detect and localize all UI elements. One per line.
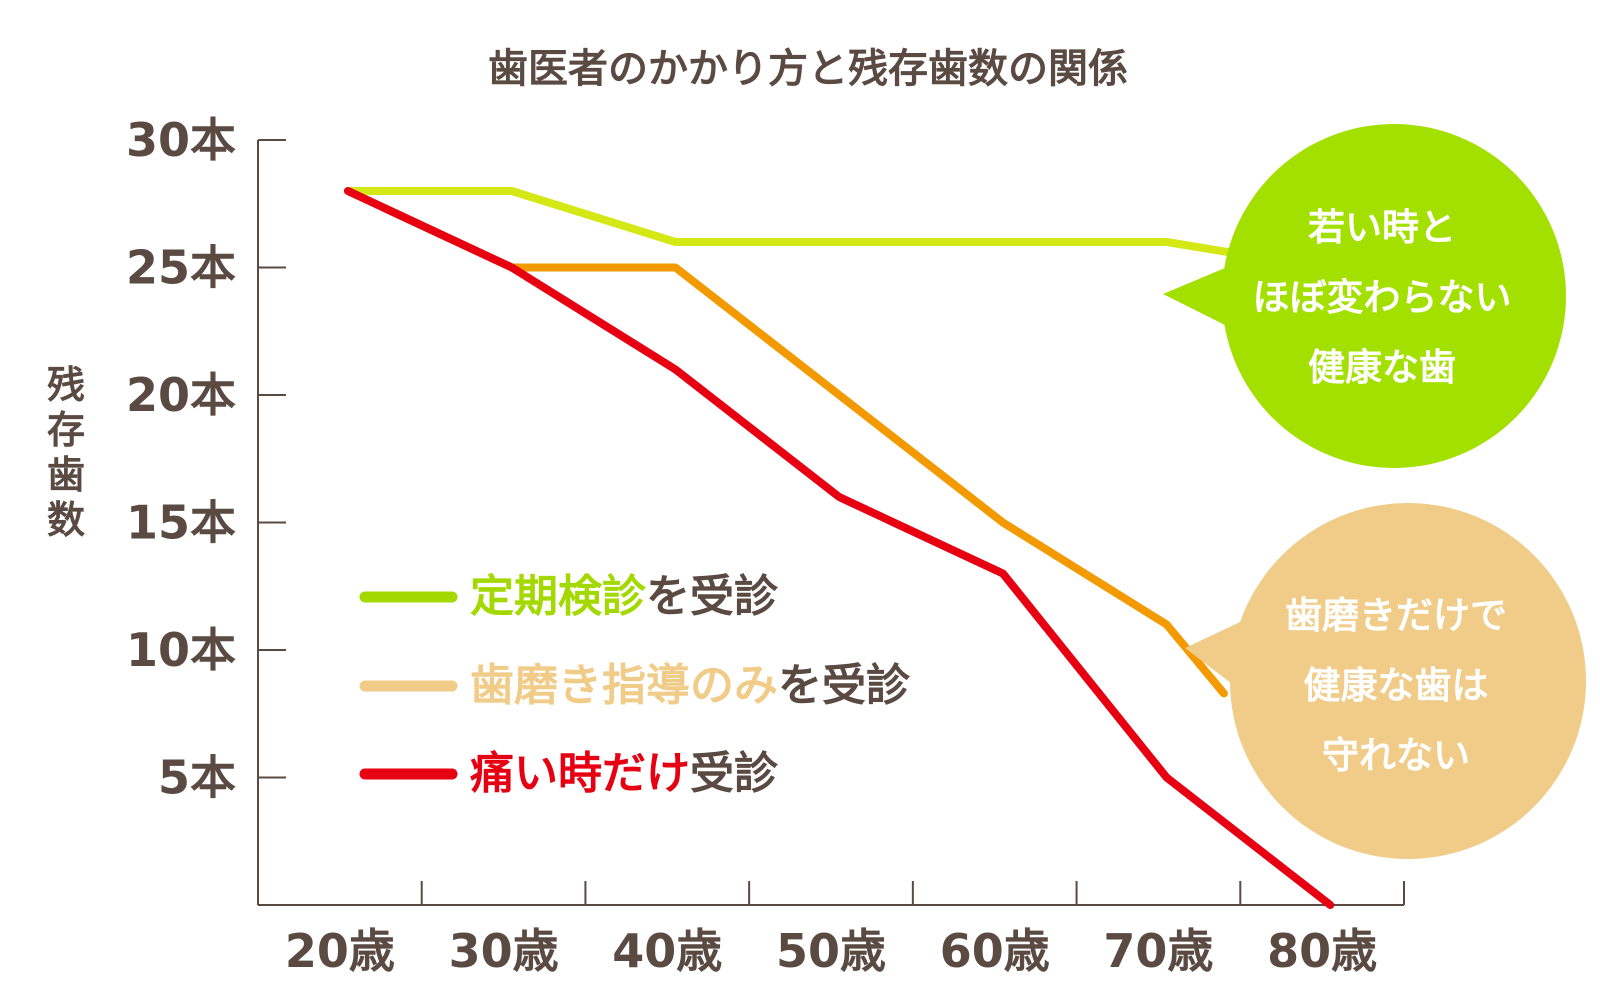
callout-bubble xyxy=(1222,124,1566,468)
callout-bubble xyxy=(1230,503,1586,859)
callout-bubble-tail xyxy=(1163,268,1235,330)
y-tick-label: 15本 xyxy=(126,496,236,550)
callout-text: 若い時と xyxy=(1308,206,1456,249)
callout-text: 健康な歯は xyxy=(1304,664,1489,707)
y-tick-label: 20本 xyxy=(126,368,236,422)
callout-text: ほぼ変わらない xyxy=(1253,276,1512,319)
x-tick-label: 70歳 xyxy=(1103,924,1213,978)
chart-title: 歯医者のかかり方と残存歯数の関係 xyxy=(488,46,1128,92)
callout-text: 健康な歯 xyxy=(1308,346,1456,389)
x-tick-label: 60歳 xyxy=(940,924,1050,978)
callout-text: 歯磨きだけで xyxy=(1285,594,1507,637)
y-axis-label: 存 xyxy=(47,408,85,452)
legend-item: 歯磨き指導のみを受診 xyxy=(470,660,911,711)
x-tick-label: 50歳 xyxy=(776,924,886,978)
y-axis-label: 歯 xyxy=(47,453,85,497)
legend-item: 定期検診を受診 xyxy=(470,571,779,622)
y-tick-label: 30本 xyxy=(126,113,236,167)
y-tick-label: 5本 xyxy=(158,751,236,805)
x-tick-label: 30歳 xyxy=(449,924,559,978)
x-tick-label: 80歳 xyxy=(1267,924,1377,978)
x-tick-label: 20歳 xyxy=(285,924,395,978)
y-tick-label: 10本 xyxy=(126,623,236,677)
callout-bubble-tail xyxy=(1185,622,1240,690)
series-line-1 xyxy=(344,187,1233,257)
callout-text: 守れない xyxy=(1322,734,1470,777)
legend-item: 痛い時だけ受診 xyxy=(470,748,779,799)
series-line-3 xyxy=(344,187,1335,909)
y-axis-label: 数 xyxy=(47,498,85,542)
y-axis-label: 残 xyxy=(47,363,85,407)
x-tick-label: 40歳 xyxy=(612,924,722,978)
y-tick-label: 25本 xyxy=(126,241,236,295)
